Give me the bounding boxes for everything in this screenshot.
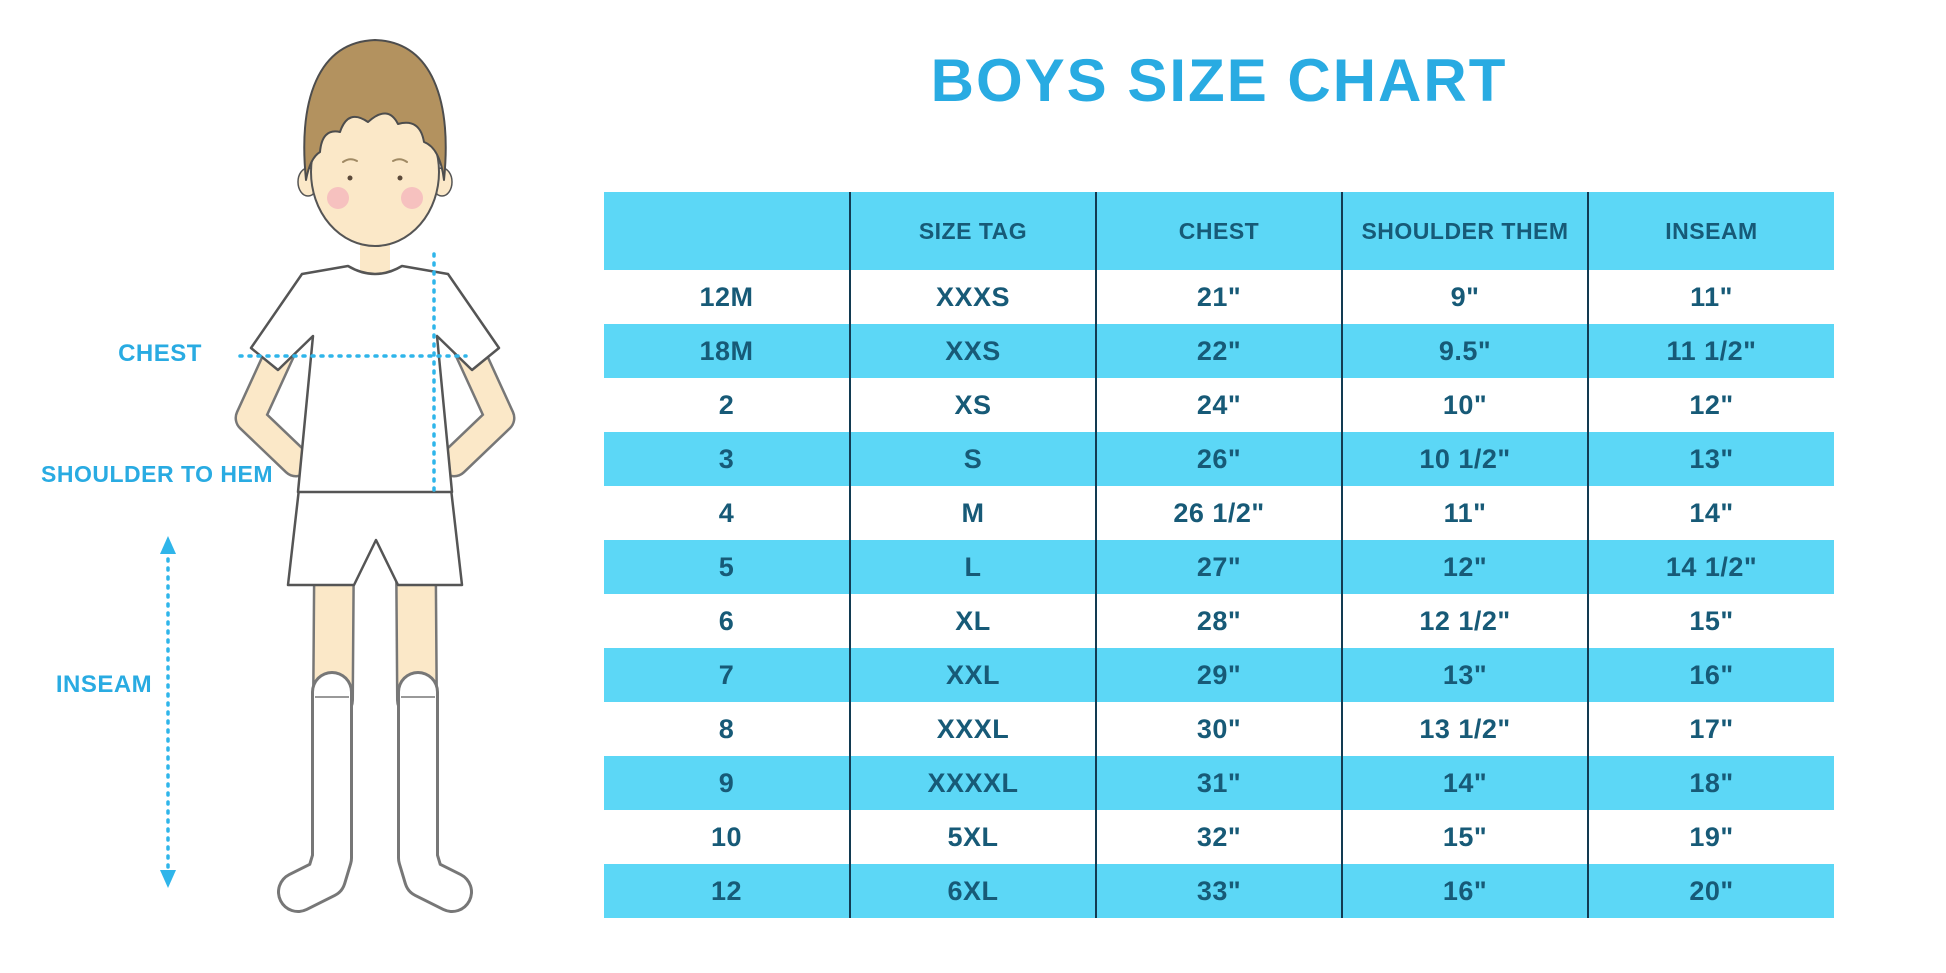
- table-cell: 10": [1341, 378, 1588, 432]
- table-cell: 13": [1341, 648, 1588, 702]
- table-cell: 31": [1095, 756, 1342, 810]
- table-cell: 18M: [699, 335, 754, 366]
- table-row: 8 XXXL 30" 13 1/2" 17": [604, 702, 1834, 756]
- table-cell: 12 1/2": [1341, 594, 1588, 648]
- table-cell: 33": [1095, 864, 1342, 918]
- table-cell: 9: [718, 767, 735, 798]
- table-cell: 14": [1587, 486, 1834, 540]
- table-cell: 27": [1095, 540, 1342, 594]
- table-cell: 12": [1341, 540, 1588, 594]
- table-cell: 6XL: [849, 864, 1096, 918]
- column-header: SHOULDER THEM: [1341, 192, 1588, 270]
- table-cell: XXS: [849, 324, 1096, 378]
- table-row: 3 S 26" 10 1/2" 13": [604, 432, 1834, 486]
- table-cell: 10: [710, 821, 743, 852]
- table-cell: 22": [1095, 324, 1342, 378]
- table-row: 10 5XL 32" 15" 19": [604, 810, 1834, 864]
- chest-measurement-label: CHEST: [118, 340, 202, 367]
- table-cell: 3: [718, 443, 735, 474]
- table-cell: 21": [1095, 270, 1342, 324]
- table-cell: 14 1/2": [1587, 540, 1834, 594]
- table-cell: 24": [1095, 378, 1342, 432]
- table-cell: 18": [1587, 756, 1834, 810]
- table-cell: 13": [1587, 432, 1834, 486]
- table-cell: 9.5": [1341, 324, 1588, 378]
- table-cell: 12M: [699, 281, 754, 312]
- table-cell: XXXL: [849, 702, 1096, 756]
- table-cell: 11": [1587, 270, 1834, 324]
- table-row: 12M XXXS 21" 9" 11": [604, 270, 1834, 324]
- table-cell: 30": [1095, 702, 1342, 756]
- table-row: 4 M 26 1/2" 11" 14": [604, 486, 1834, 540]
- table-cell: 10 1/2": [1341, 432, 1588, 486]
- table-cell: M: [849, 486, 1096, 540]
- table-cell: 17": [1587, 702, 1834, 756]
- table-row: 7 XXL 29" 13" 16": [604, 648, 1834, 702]
- table-cell: 5: [718, 551, 735, 582]
- table-body: 12M XXXS 21" 9" 11" 18M XXS 22" 9.5" 11 1/2" 2 XS 24…: [604, 270, 1834, 918]
- table-cell: 6: [718, 605, 735, 636]
- table-cell: 7: [718, 659, 735, 690]
- table-cell: 9": [1341, 270, 1588, 324]
- table-cell: 16": [1341, 864, 1588, 918]
- inseam-measure-line: [160, 536, 176, 888]
- table-row: 9 XXXXL 31" 14" 18": [604, 756, 1834, 810]
- table-cell: XXXS: [849, 270, 1096, 324]
- column-header: [604, 192, 850, 270]
- table-cell: 16": [1587, 648, 1834, 702]
- table-cell: 13 1/2": [1341, 702, 1588, 756]
- inseam-measurement-label: INSEAM: [55, 671, 153, 698]
- boy-figure: [234, 39, 516, 913]
- column-header: SIZE TAG: [849, 192, 1096, 270]
- table-row: 12 6XL 33" 16" 20": [604, 864, 1834, 918]
- column-header: CHEST: [1095, 192, 1342, 270]
- table-row: 18M XXS 22" 9.5" 11 1/2": [604, 324, 1834, 378]
- table-cell: 12: [710, 875, 743, 906]
- table-cell: XS: [849, 378, 1096, 432]
- page-title: BOYS SIZE CHART: [930, 47, 1508, 114]
- table-cell: 11 1/2": [1587, 324, 1834, 378]
- column-header: INSEAM: [1587, 192, 1834, 270]
- table-cell: 5XL: [849, 810, 1096, 864]
- table-cell: 2: [718, 389, 735, 420]
- table-cell: XL: [849, 594, 1096, 648]
- table-cell: XXL: [849, 648, 1096, 702]
- table-cell: 14": [1341, 756, 1588, 810]
- table-cell: 26 1/2": [1095, 486, 1342, 540]
- size-chart-table: SIZE TAG CHEST SHOULDER THEM INSEAM 12M XXXS…: [604, 192, 1834, 918]
- table-row: 2 XS 24" 10" 12": [604, 378, 1834, 432]
- table-cell: 20": [1587, 864, 1834, 918]
- table-cell: 29": [1095, 648, 1342, 702]
- table-cell: 32": [1095, 810, 1342, 864]
- table-cell: 12": [1587, 378, 1834, 432]
- shoulder-to-hem-measurement-label: SHOULDER TO HEM: [41, 461, 273, 487]
- boy-measurement-illustration: [160, 39, 516, 913]
- table-row: 5 L 27" 12" 14 1/2": [604, 540, 1834, 594]
- table-cell: 15": [1587, 594, 1834, 648]
- table-cell: L: [849, 540, 1096, 594]
- table-cell: 11": [1341, 486, 1588, 540]
- table-row: 6 XL 28" 12 1/2" 15": [604, 594, 1834, 648]
- table-cell: 26": [1095, 432, 1342, 486]
- table-cell: S: [849, 432, 1096, 486]
- table-cell: 28": [1095, 594, 1342, 648]
- table-header-row: SIZE TAG CHEST SHOULDER THEM INSEAM: [604, 192, 1834, 270]
- table-cell: XXXXL: [849, 756, 1096, 810]
- table-cell: 8: [718, 713, 735, 744]
- table-cell: 4: [718, 497, 735, 528]
- table-cell: 15": [1341, 810, 1588, 864]
- table-cell: 19": [1587, 810, 1834, 864]
